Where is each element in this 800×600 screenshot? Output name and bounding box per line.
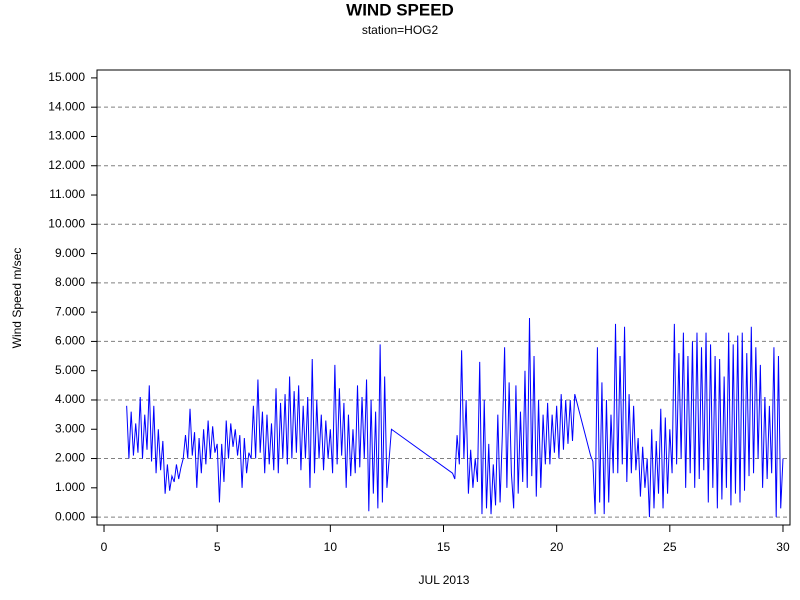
y-tick-label: 5.000 [55,363,85,377]
y-axis-label: Wind Speed m/sec [10,248,24,349]
y-tick-label: 6.000 [55,334,85,348]
plot-frame [96,69,791,526]
x-tick-label: 20 [550,540,564,554]
y-tick-label: 12.000 [48,158,85,172]
y-tick-label: 9.000 [55,246,85,260]
data-line [126,317,784,518]
x-tick-label: 25 [663,540,677,554]
y-tick-label: 15.000 [48,70,85,84]
x-tick-label: 5 [214,540,221,554]
x-tick-label: 15 [437,540,451,554]
chart-subtitle: station=HOG2 [362,23,439,37]
y-tick-label: 1.000 [55,480,85,494]
x-axis-label: JUL 2013 [419,573,470,587]
x-tick-label: 0 [101,540,108,554]
y-tick-label: 13.000 [48,129,85,143]
y-tick-label: 7.000 [55,304,85,318]
y-tick-label: 14.000 [48,99,85,113]
y-tick-label: 8.000 [55,275,85,289]
y-tick-label: 11.000 [49,187,85,201]
x-tick-label: 30 [776,540,790,554]
chart-title: WIND SPEED [346,0,454,19]
y-tick-label: 2.000 [55,451,85,465]
x-tick-label: 10 [324,540,338,554]
y-tick-label: 0.000 [55,509,85,523]
y-tick-label: 10.000 [48,216,85,230]
y-tick-label: 3.000 [55,421,85,435]
y-tick-label: 4.000 [55,392,85,406]
